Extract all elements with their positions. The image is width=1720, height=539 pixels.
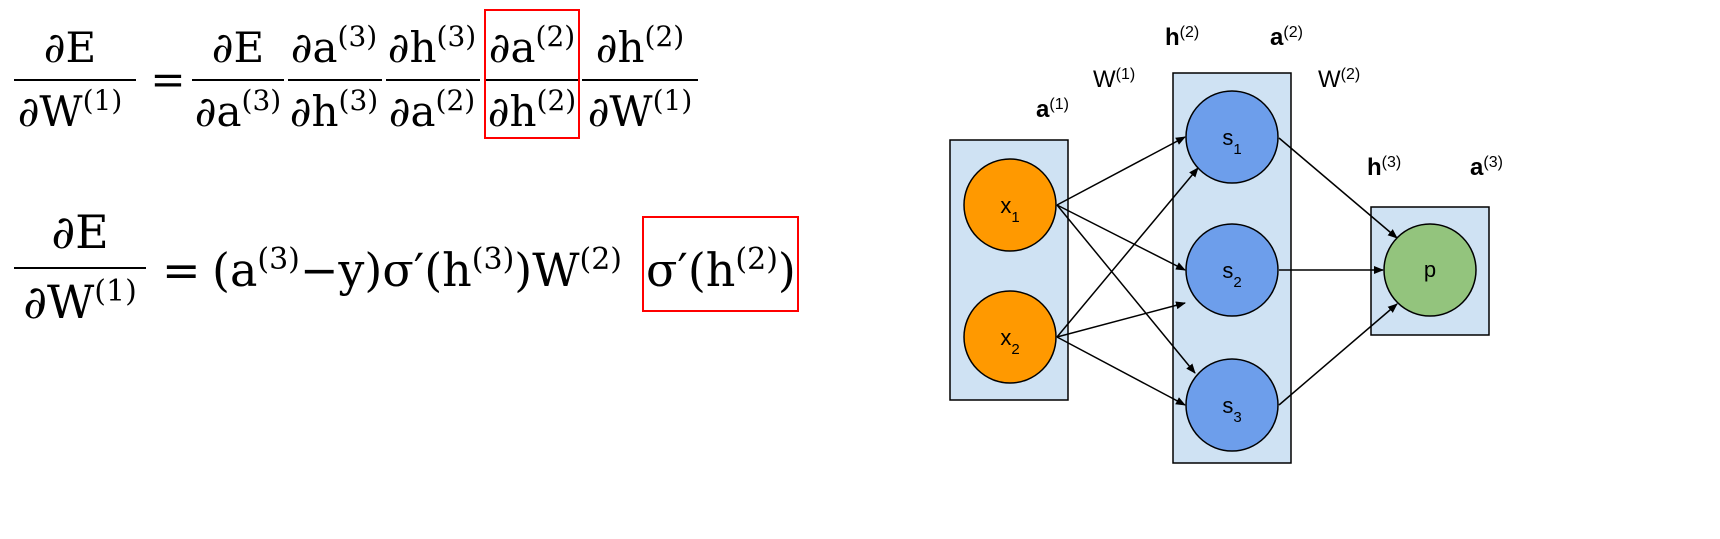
eq2-highlight-box bbox=[642, 216, 799, 312]
node-p-label: p bbox=[1424, 257, 1436, 282]
eq1-factor-2: ∂a(3) ∂h(3) bbox=[288, 20, 382, 137]
eq2-highlight-expression: σ′(h(2)) bbox=[646, 242, 796, 298]
eq1-factor-3-numerator: ∂h(3) bbox=[388, 20, 476, 73]
label-w2: W(2) bbox=[1318, 66, 1360, 94]
eq1-factor-1: ∂E ∂a(3) bbox=[192, 23, 284, 136]
eq1-factor-3: ∂h(3) ∂a(2) bbox=[386, 20, 480, 137]
edges bbox=[1056, 136, 1398, 406]
eq1-factor-4-numerator: ∂a(2) bbox=[489, 20, 575, 73]
node-s2: s2 bbox=[1185, 223, 1279, 317]
eq1-factor-3-denominator: ∂a(2) bbox=[389, 84, 475, 137]
eq2-lhs-denominator: ∂W(1) bbox=[23, 274, 137, 330]
label-a2: a(2) bbox=[1270, 24, 1303, 52]
eq1-factor-4: ∂a(2) ∂h(2) bbox=[484, 9, 580, 139]
eq1-factor-2-numerator: ∂a(3) bbox=[291, 20, 377, 73]
eq1-factor-5-denominator: ∂W(1) bbox=[588, 84, 693, 137]
node-x2-label: x2 bbox=[1000, 325, 1019, 358]
label-h2: h(2) bbox=[1165, 24, 1199, 52]
edge-x1-s2 bbox=[1056, 204, 1186, 271]
eq1-lhs-numerator: ∂E bbox=[44, 23, 96, 72]
edge-x2-s2 bbox=[1056, 301, 1186, 338]
eq2-lhs-fraction: ∂E ∂W(1) bbox=[14, 205, 146, 329]
edge-x1-s3 bbox=[1056, 204, 1196, 374]
eq1-equals-sign: = bbox=[150, 55, 185, 104]
eq1-factor-1-numerator: ∂E bbox=[212, 23, 264, 72]
eq1-highlight-box bbox=[484, 9, 580, 139]
edge-x2-s1 bbox=[1056, 167, 1199, 338]
equation-2: ∂E ∂W(1) = (a(3)−y)σ′(h(3))W(2) σ′(h(2)) bbox=[14, 205, 799, 329]
edge-s3-p bbox=[1278, 303, 1398, 406]
eq2-equals-sign: = bbox=[162, 243, 201, 297]
node-s3-label: s3 bbox=[1222, 393, 1241, 426]
eq1-factor-2-denominator: ∂h(3) bbox=[290, 84, 378, 137]
eq1-factor-5-numerator: ∂h(2) bbox=[596, 20, 684, 73]
node-p: p bbox=[1383, 223, 1477, 317]
node-x1: x1 bbox=[963, 158, 1057, 252]
node-s3-circle bbox=[1185, 358, 1279, 452]
label-h3: h(3) bbox=[1367, 154, 1401, 182]
equation-1: ∂E ∂W(1) = ∂E ∂a(3) ∂a(3) ∂h(3) ∂h(3) ∂a… bbox=[14, 9, 698, 139]
network-diagram: x1 x2 s1 s2 s3 p a(1) W(1) h(2) a(2) W(2… bbox=[949, 24, 1503, 464]
node-s3: s3 bbox=[1185, 358, 1279, 452]
node-x1-circle bbox=[963, 158, 1057, 252]
node-s2-label: s2 bbox=[1222, 258, 1241, 291]
node-p-circle bbox=[1383, 223, 1477, 317]
eq1-lhs-fraction: ∂E ∂W(1) bbox=[14, 23, 136, 136]
label-w1: W(1) bbox=[1093, 66, 1135, 94]
eq1-factor-1-denominator: ∂a(3) bbox=[195, 84, 281, 137]
node-s1: s1 bbox=[1185, 90, 1279, 184]
eq2-lhs-numerator: ∂E bbox=[51, 205, 108, 259]
edge-x1-s1 bbox=[1056, 136, 1186, 206]
node-x1-label: x1 bbox=[1000, 193, 1019, 226]
node-x2: x2 bbox=[963, 290, 1057, 384]
edge-s1-p bbox=[1278, 137, 1398, 239]
label-a3: a(3) bbox=[1470, 154, 1503, 182]
node-s2-circle bbox=[1185, 223, 1279, 317]
node-x2-circle bbox=[963, 290, 1057, 384]
node-s1-label: s1 bbox=[1222, 125, 1241, 158]
label-a1: a(1) bbox=[1036, 96, 1069, 124]
eq2-highlighted-term: σ′(h(2)) bbox=[642, 216, 799, 312]
eq1-factor-4-denominator: ∂h(2) bbox=[488, 84, 576, 137]
node-s1-circle bbox=[1185, 90, 1279, 184]
edge-x2-s3 bbox=[1056, 336, 1186, 406]
eq1-factor-5: ∂h(2) ∂W(1) bbox=[582, 20, 698, 137]
eq1-lhs-denominator: ∂W(1) bbox=[18, 84, 123, 137]
eq2-rhs-expression: (a(3)−y)σ′(h(3))W(2) bbox=[212, 242, 622, 298]
